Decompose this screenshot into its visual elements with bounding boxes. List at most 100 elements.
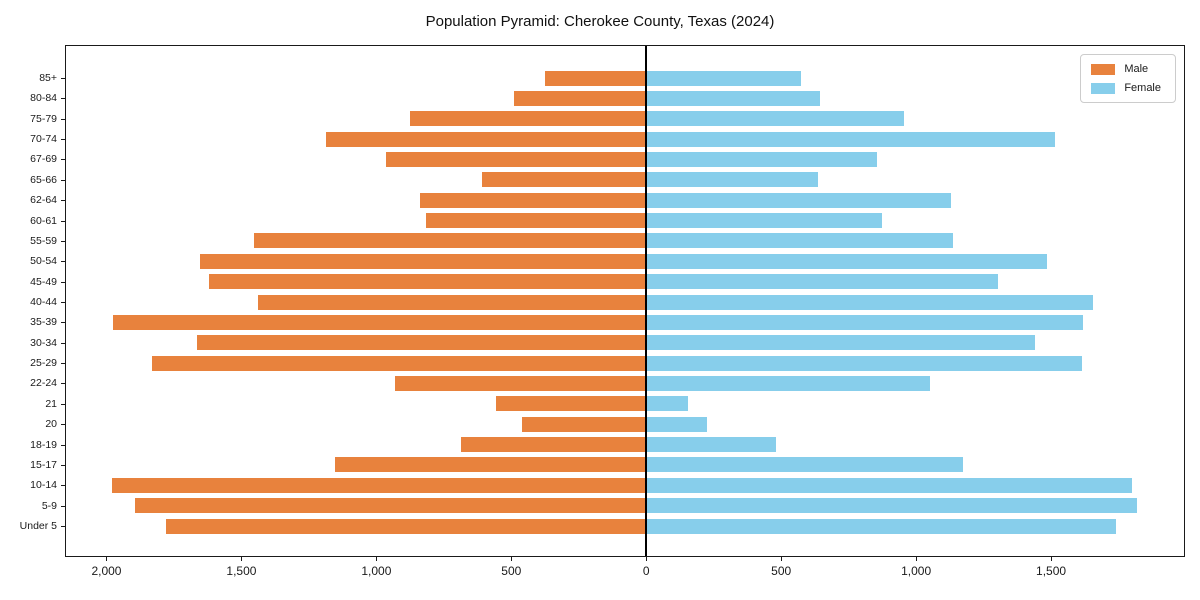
female-bar-22-24: [646, 375, 930, 391]
x-axis-label: 500: [771, 564, 792, 578]
y-axis-tick: [61, 342, 66, 344]
y-axis-label: 65-66: [30, 173, 57, 186]
male-bar-45-49: [209, 274, 647, 290]
y-axis-tick: [61, 159, 66, 161]
male-bar-40-44: [257, 294, 647, 310]
y-axis-label: 20: [45, 418, 57, 431]
legend-item-female: Female: [1091, 82, 1161, 94]
legend-male-swatch: [1091, 63, 1116, 75]
y-axis-tick: [61, 200, 66, 202]
x-axis-tick: [1051, 556, 1053, 561]
male-bar-18-19: [461, 437, 647, 453]
chart-title: Population Pyramid: Cherokee County, Tex…: [425, 13, 775, 30]
y-axis-label: 60-61: [30, 214, 57, 227]
legend: Male Female: [1080, 54, 1176, 103]
y-axis-label: 67-69: [30, 153, 57, 166]
legend-item-male: Male: [1091, 63, 1161, 75]
x-axis-label: 1,500: [1036, 564, 1067, 578]
female-bar-15-17: [646, 457, 964, 473]
y-axis-label: 18-19: [30, 438, 57, 451]
y-axis-label: 40-44: [30, 296, 57, 308]
male-bar-5-9: [134, 498, 647, 514]
y-axis-tick: [61, 179, 66, 181]
x-axis-tick: [241, 556, 243, 561]
y-axis-tick: [61, 505, 66, 507]
male-bar-Under 5: [165, 518, 647, 534]
legend-female-label: Female: [1124, 82, 1161, 94]
y-axis-tick: [61, 281, 66, 283]
y-axis-tick: [61, 403, 66, 405]
y-axis-label: Under 5: [19, 520, 57, 532]
male-bar-67-69: [385, 151, 647, 167]
y-axis-tick: [61, 118, 66, 120]
female-bar-35-39: [646, 314, 1084, 330]
male-bar-10-14: [111, 477, 647, 493]
female-bar-10-14: [646, 477, 1133, 493]
y-axis-tick: [61, 383, 66, 385]
y-axis-label: 70-74: [30, 133, 57, 146]
y-axis-label: 30-34: [30, 336, 57, 349]
female-bar-21: [646, 396, 689, 412]
male-bar-80-84: [514, 90, 647, 106]
female-bar-40-44: [646, 294, 1093, 310]
y-axis-tick: [61, 363, 66, 365]
female-bar-60-61: [646, 213, 883, 229]
male-bar-30-34: [196, 335, 647, 351]
y-axis-tick: [61, 322, 66, 324]
x-axis-label: 1,500: [226, 564, 257, 578]
y-axis-label: 5-9: [41, 499, 57, 512]
y-axis-tick: [61, 464, 66, 466]
male-bar-70-74: [326, 131, 647, 147]
x-axis-tick: [646, 556, 648, 561]
y-axis-tick: [61, 444, 66, 446]
female-bar-65-66: [646, 172, 818, 188]
male-bar-62-64: [419, 192, 647, 208]
male-bar-60-61: [426, 213, 647, 229]
y-axis-label: 21: [45, 397, 57, 410]
female-bar-62-64: [646, 192, 952, 208]
x-axis-tick: [376, 556, 378, 561]
male-bar-25-29: [152, 355, 647, 371]
x-axis-label: 1,000: [361, 564, 392, 578]
x-axis-label: 1,000: [901, 564, 932, 578]
y-axis-tick: [61, 261, 66, 263]
y-axis-tick: [61, 424, 66, 426]
female-bar-45-49: [646, 274, 999, 290]
y-axis-tick: [61, 220, 66, 222]
male-bar-35-39: [113, 314, 647, 330]
y-axis-label: 85+: [39, 72, 57, 84]
female-bar-18-19: [646, 437, 776, 453]
male-bar-22-24: [395, 375, 647, 391]
female-bar-5-9: [646, 498, 1138, 514]
female-bar-70-74: [646, 131, 1056, 147]
x-axis-label: 0: [642, 564, 650, 578]
female-bar-20: [646, 416, 707, 432]
y-axis-tick: [61, 485, 66, 487]
y-axis-label: 50-54: [30, 255, 57, 268]
legend-female-swatch: [1091, 82, 1116, 94]
y-axis-label: 45-49: [30, 275, 57, 288]
y-axis-label: 25-29: [30, 357, 57, 370]
female-bar-75-79: [646, 111, 904, 127]
x-axis-tick: [781, 556, 783, 561]
y-axis-label: 62-64: [30, 194, 57, 207]
zero-axis-line: [645, 46, 648, 556]
male-bar-15-17: [334, 457, 647, 473]
male-bar-50-54: [199, 253, 647, 269]
x-axis-label: 500: [501, 564, 522, 578]
x-axis-tick: [916, 556, 918, 561]
male-bar-21: [496, 396, 647, 412]
y-axis-tick: [61, 240, 66, 242]
y-axis-tick: [61, 526, 66, 527]
female-bar-Under 5: [646, 518, 1116, 534]
female-bar-67-69: [646, 151, 877, 167]
x-axis-tick: [511, 556, 513, 561]
y-axis-tick: [61, 98, 66, 100]
y-axis-label: 15-17: [30, 458, 57, 471]
y-axis-label: 80-84: [30, 92, 57, 105]
y-axis-tick: [61, 302, 66, 303]
male-bar-75-79: [410, 111, 647, 127]
male-bar-20: [522, 416, 647, 432]
legend-male-label: Male: [1124, 63, 1149, 75]
